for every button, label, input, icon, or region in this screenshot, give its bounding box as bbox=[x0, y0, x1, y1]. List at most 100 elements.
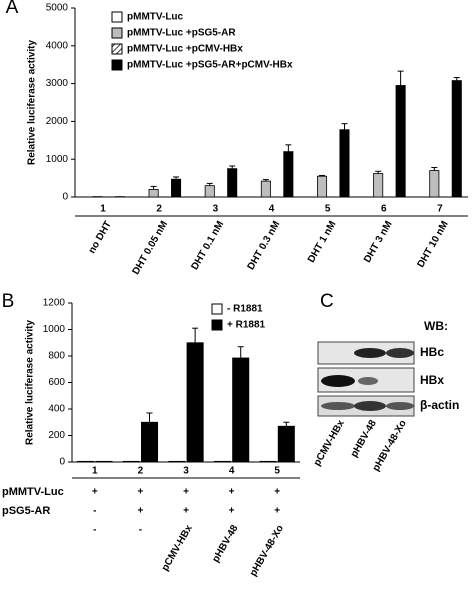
condition-value: pHBV-48 bbox=[210, 523, 240, 564]
bar bbox=[283, 151, 294, 198]
group-number: 3 bbox=[183, 466, 189, 477]
y-axis-label: Relative luciferase activity bbox=[27, 40, 38, 166]
legend-label: pMMTV-Luc +pSG5-AR bbox=[127, 28, 236, 39]
bar bbox=[395, 85, 406, 198]
blot-lane-label: pHBV-48 bbox=[349, 418, 379, 459]
group-number: 3 bbox=[213, 204, 219, 215]
y-tick-label: 1000 bbox=[43, 324, 66, 335]
bar bbox=[260, 180, 271, 198]
x-tick-label: DHT 0.1 nM bbox=[189, 219, 226, 272]
condition-name: pMMTV-Luc bbox=[2, 486, 64, 498]
bar bbox=[317, 175, 328, 198]
blot-row-label: HBx bbox=[420, 373, 444, 387]
bar bbox=[277, 425, 295, 463]
condition-value: + bbox=[274, 506, 280, 517]
legend-swatch bbox=[211, 303, 223, 315]
band bbox=[386, 348, 414, 358]
x-tick-label: DHT 1 nM bbox=[306, 219, 339, 264]
panel-label: B bbox=[2, 291, 15, 312]
y-tick-label: 1200 bbox=[43, 298, 66, 309]
bar bbox=[140, 421, 159, 463]
condition-value: + bbox=[92, 487, 98, 498]
legend-swatch bbox=[111, 11, 123, 23]
legend-label: pMMTV-Luc +pSG5-AR+pCMV-HBx bbox=[127, 60, 293, 71]
condition-value: + bbox=[229, 487, 235, 498]
x-tick-label: DHT 3 nM bbox=[362, 219, 395, 264]
legend-swatch bbox=[211, 319, 223, 331]
y-tick-label: 600 bbox=[48, 377, 65, 388]
group-number: 1 bbox=[92, 466, 98, 477]
legend-swatch bbox=[111, 59, 123, 71]
band bbox=[358, 377, 378, 385]
group-number: 2 bbox=[138, 466, 144, 477]
condition-value: + bbox=[137, 506, 143, 517]
group-number: 2 bbox=[156, 204, 162, 215]
group-number: 1 bbox=[100, 204, 106, 215]
y-tick-label: 200 bbox=[48, 430, 65, 441]
panel-label: C bbox=[320, 291, 334, 312]
bar bbox=[122, 460, 140, 463]
bar bbox=[186, 342, 204, 463]
legend-label: - R1881 bbox=[227, 304, 263, 315]
bar bbox=[77, 460, 95, 463]
bar bbox=[95, 460, 113, 463]
bar bbox=[232, 357, 250, 463]
panel-label: A bbox=[6, 0, 19, 18]
condition-value: + bbox=[274, 487, 280, 498]
condition-value: - bbox=[93, 506, 96, 517]
y-tick-label: 2000 bbox=[46, 116, 69, 127]
y-tick-label: 0 bbox=[59, 457, 65, 468]
condition-value: + bbox=[183, 506, 189, 517]
x-tick-label: DHT 0.3 nM bbox=[246, 219, 283, 272]
band bbox=[354, 348, 386, 358]
band bbox=[386, 402, 414, 410]
condition-value: + bbox=[137, 487, 143, 498]
band bbox=[321, 402, 355, 410]
band bbox=[321, 375, 355, 387]
bar bbox=[259, 460, 277, 463]
group-number: 4 bbox=[229, 466, 235, 477]
bar bbox=[451, 80, 462, 198]
bar bbox=[373, 173, 384, 198]
legend-label: + R1881 bbox=[227, 320, 266, 331]
bar bbox=[148, 189, 159, 198]
condition-name: pSG5-AR bbox=[2, 505, 50, 517]
x-tick-label: DHT 10 nM bbox=[415, 219, 450, 269]
x-tick-label: DHT 0.05 nM bbox=[131, 219, 171, 276]
legend-swatch bbox=[111, 43, 123, 55]
y-axis-label: Relative luciferase activity bbox=[25, 320, 36, 446]
y-tick-label: 1000 bbox=[46, 154, 69, 165]
group-number: 7 bbox=[437, 204, 443, 215]
y-tick-label: 800 bbox=[48, 351, 65, 362]
y-tick-label: 5000 bbox=[46, 3, 69, 14]
bar bbox=[171, 178, 182, 198]
group-number: 5 bbox=[274, 466, 280, 477]
condition-value: - bbox=[93, 525, 96, 536]
bar bbox=[227, 168, 238, 198]
bar bbox=[213, 460, 232, 463]
condition-value: + bbox=[183, 487, 189, 498]
blot-header: WB: bbox=[424, 319, 448, 333]
blot bbox=[317, 341, 415, 417]
x-tick-label: no DHT bbox=[87, 219, 114, 255]
blot-row-label: HBc bbox=[420, 345, 444, 359]
condition-value: - bbox=[139, 525, 142, 536]
bar bbox=[429, 170, 440, 198]
condition-value: + bbox=[229, 506, 235, 517]
condition-value: pCMV-HBx bbox=[160, 523, 195, 573]
legend-swatch bbox=[111, 27, 123, 39]
blot-lane-label: pCMV-HBx bbox=[312, 418, 347, 468]
condition-value: pHBV-48-Xo bbox=[248, 523, 286, 578]
y-tick-label: 400 bbox=[48, 404, 65, 415]
y-tick-label: 0 bbox=[62, 192, 68, 203]
bar bbox=[168, 460, 186, 463]
y-tick-label: 4000 bbox=[46, 40, 69, 51]
bar bbox=[339, 129, 350, 198]
legend-label: pMMTV-Luc bbox=[127, 12, 184, 23]
group-number: 4 bbox=[269, 204, 275, 215]
group-number: 6 bbox=[381, 204, 387, 215]
blot-row-label: β-actin bbox=[420, 398, 459, 412]
legend-label: pMMTV-Luc +pCMV-HBx bbox=[127, 44, 243, 55]
group-number: 5 bbox=[325, 204, 331, 215]
